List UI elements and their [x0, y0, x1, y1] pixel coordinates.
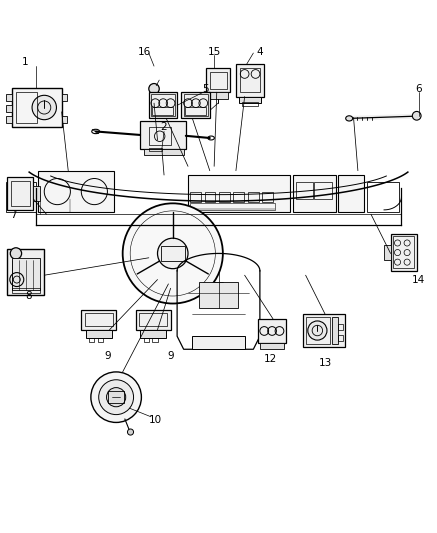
Circle shape [32, 95, 56, 120]
Bar [262, 192, 273, 202]
Bar [391, 234, 417, 271]
Text: 6: 6 [416, 84, 422, 94]
Text: 15: 15 [208, 47, 221, 56]
Bar [384, 245, 391, 260]
Bar [219, 192, 230, 202]
Text: 12: 12 [264, 354, 277, 364]
Bar [12, 88, 62, 127]
Bar [303, 314, 345, 347]
Bar [144, 337, 149, 342]
Bar [149, 127, 170, 146]
Bar [11, 181, 30, 206]
Bar [7, 106, 12, 112]
Bar [190, 192, 201, 202]
Bar [108, 391, 124, 403]
Bar [85, 313, 113, 326]
Bar [149, 148, 162, 151]
Bar [136, 310, 170, 330]
Bar [152, 337, 157, 342]
Bar [7, 116, 12, 123]
Text: 9: 9 [104, 351, 111, 361]
Circle shape [308, 321, 327, 340]
Bar [332, 318, 338, 344]
Bar [139, 313, 167, 326]
Circle shape [123, 203, 223, 303]
Bar [140, 120, 186, 149]
Bar [206, 68, 230, 92]
Bar [12, 288, 40, 293]
Circle shape [149, 84, 159, 94]
Bar [248, 192, 259, 202]
Text: 16: 16 [138, 47, 151, 56]
Circle shape [413, 111, 421, 120]
Text: 10: 10 [149, 415, 162, 425]
Text: 2: 2 [161, 122, 167, 132]
Bar [210, 72, 227, 89]
Text: 8: 8 [26, 291, 32, 301]
Text: 9: 9 [167, 351, 174, 361]
Bar [149, 92, 177, 118]
Bar [205, 192, 215, 202]
Bar [16, 92, 37, 123]
Bar [199, 282, 238, 308]
Bar [81, 310, 116, 330]
Bar [86, 330, 112, 338]
Bar [7, 177, 33, 210]
Circle shape [10, 248, 21, 259]
Bar [243, 102, 258, 106]
Text: 1: 1 [21, 56, 28, 67]
Bar [239, 96, 261, 103]
Bar [62, 94, 67, 101]
Text: 13: 13 [319, 358, 332, 368]
Text: 5: 5 [202, 84, 209, 94]
Bar [6, 182, 36, 212]
Bar [190, 203, 275, 210]
Bar [188, 175, 290, 212]
Ellipse shape [346, 116, 353, 121]
Bar [7, 249, 44, 295]
Bar [33, 186, 40, 201]
Circle shape [99, 379, 134, 415]
Bar [185, 107, 206, 115]
Bar [208, 92, 228, 99]
Bar [233, 192, 244, 202]
Bar [12, 258, 40, 290]
Bar [152, 107, 173, 115]
Bar [296, 182, 313, 199]
Bar [393, 237, 414, 268]
Bar [258, 319, 286, 343]
Bar [314, 182, 332, 199]
Text: 4: 4 [257, 47, 263, 56]
Text: 14: 14 [412, 276, 426, 286]
Bar [145, 149, 184, 156]
Circle shape [107, 387, 126, 407]
Bar [7, 94, 12, 101]
Bar [367, 182, 399, 212]
Bar [260, 343, 284, 349]
Circle shape [128, 429, 134, 435]
Bar [338, 175, 364, 212]
Bar [240, 68, 260, 92]
Bar [98, 337, 103, 342]
Bar [140, 330, 166, 338]
Circle shape [157, 238, 188, 269]
Bar [89, 337, 94, 342]
Bar [305, 318, 329, 344]
Bar [338, 335, 343, 341]
Bar [338, 325, 343, 330]
Bar [236, 64, 264, 96]
Bar [292, 175, 336, 212]
Bar [181, 92, 210, 118]
Bar [160, 246, 185, 261]
Bar [62, 116, 67, 123]
Bar [184, 94, 208, 116]
Bar [151, 94, 175, 116]
Text: 7: 7 [10, 210, 17, 220]
Bar [192, 336, 245, 349]
Circle shape [91, 372, 142, 423]
Bar [38, 171, 114, 212]
